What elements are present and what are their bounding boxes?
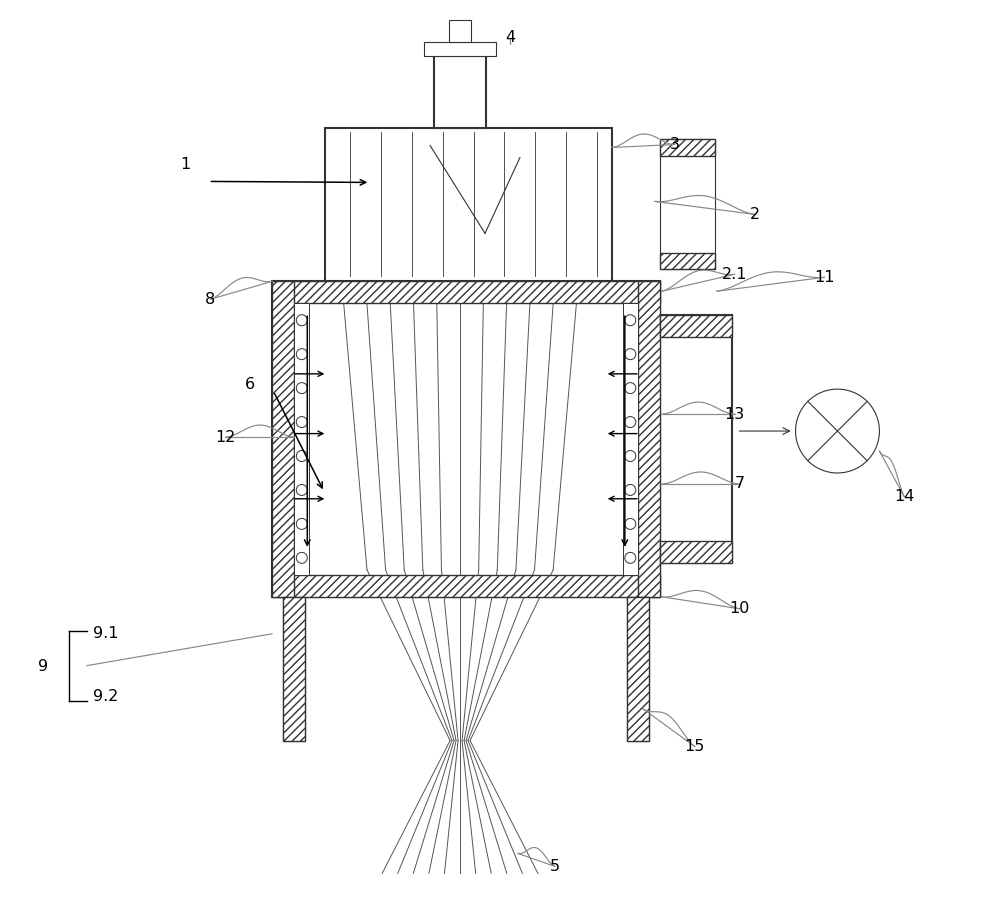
Circle shape [296,518,307,529]
Circle shape [296,348,307,359]
Bar [434,56,486,128]
Circle shape [296,450,307,461]
Bar [272,574,660,596]
Circle shape [296,382,307,393]
Text: 12: 12 [215,429,236,445]
Bar [325,128,612,281]
Circle shape [625,518,636,529]
Circle shape [296,314,307,325]
Bar [660,253,715,269]
Circle shape [625,314,636,325]
Bar [660,140,715,269]
Text: 5: 5 [550,859,560,874]
Bar [627,596,649,741]
Bar [660,315,732,562]
Bar [283,596,305,741]
Bar [294,303,309,574]
Circle shape [796,389,879,473]
Text: 2: 2 [750,207,760,221]
Text: 14: 14 [894,490,915,505]
Circle shape [296,416,307,427]
Text: 7: 7 [735,476,745,492]
Circle shape [296,552,307,563]
Circle shape [625,450,636,461]
Bar [272,281,660,303]
Circle shape [625,484,636,495]
Bar [449,19,471,41]
Bar [660,140,715,156]
Text: 13: 13 [725,406,745,422]
Circle shape [625,382,636,393]
Text: 8: 8 [205,291,216,307]
Text: 3: 3 [670,137,680,152]
Bar [660,315,732,337]
Text: 11: 11 [814,270,835,285]
Bar [627,596,649,741]
Bar [272,281,660,596]
Text: 9.1: 9.1 [93,626,118,641]
Bar [424,41,496,56]
Bar [623,303,638,574]
Text: 6: 6 [245,377,255,391]
Text: 10: 10 [729,601,750,617]
Circle shape [625,416,636,427]
Circle shape [296,484,307,495]
Text: 9: 9 [38,659,48,675]
Circle shape [625,348,636,359]
Bar [660,541,732,562]
Bar [638,281,660,596]
Circle shape [625,552,636,563]
Text: 4: 4 [505,30,515,45]
Text: 2.1: 2.1 [722,267,747,282]
Text: 1: 1 [180,157,191,172]
Bar [283,596,305,741]
Bar [272,281,294,596]
Text: 15: 15 [685,739,705,754]
Text: 9.2: 9.2 [93,689,118,704]
